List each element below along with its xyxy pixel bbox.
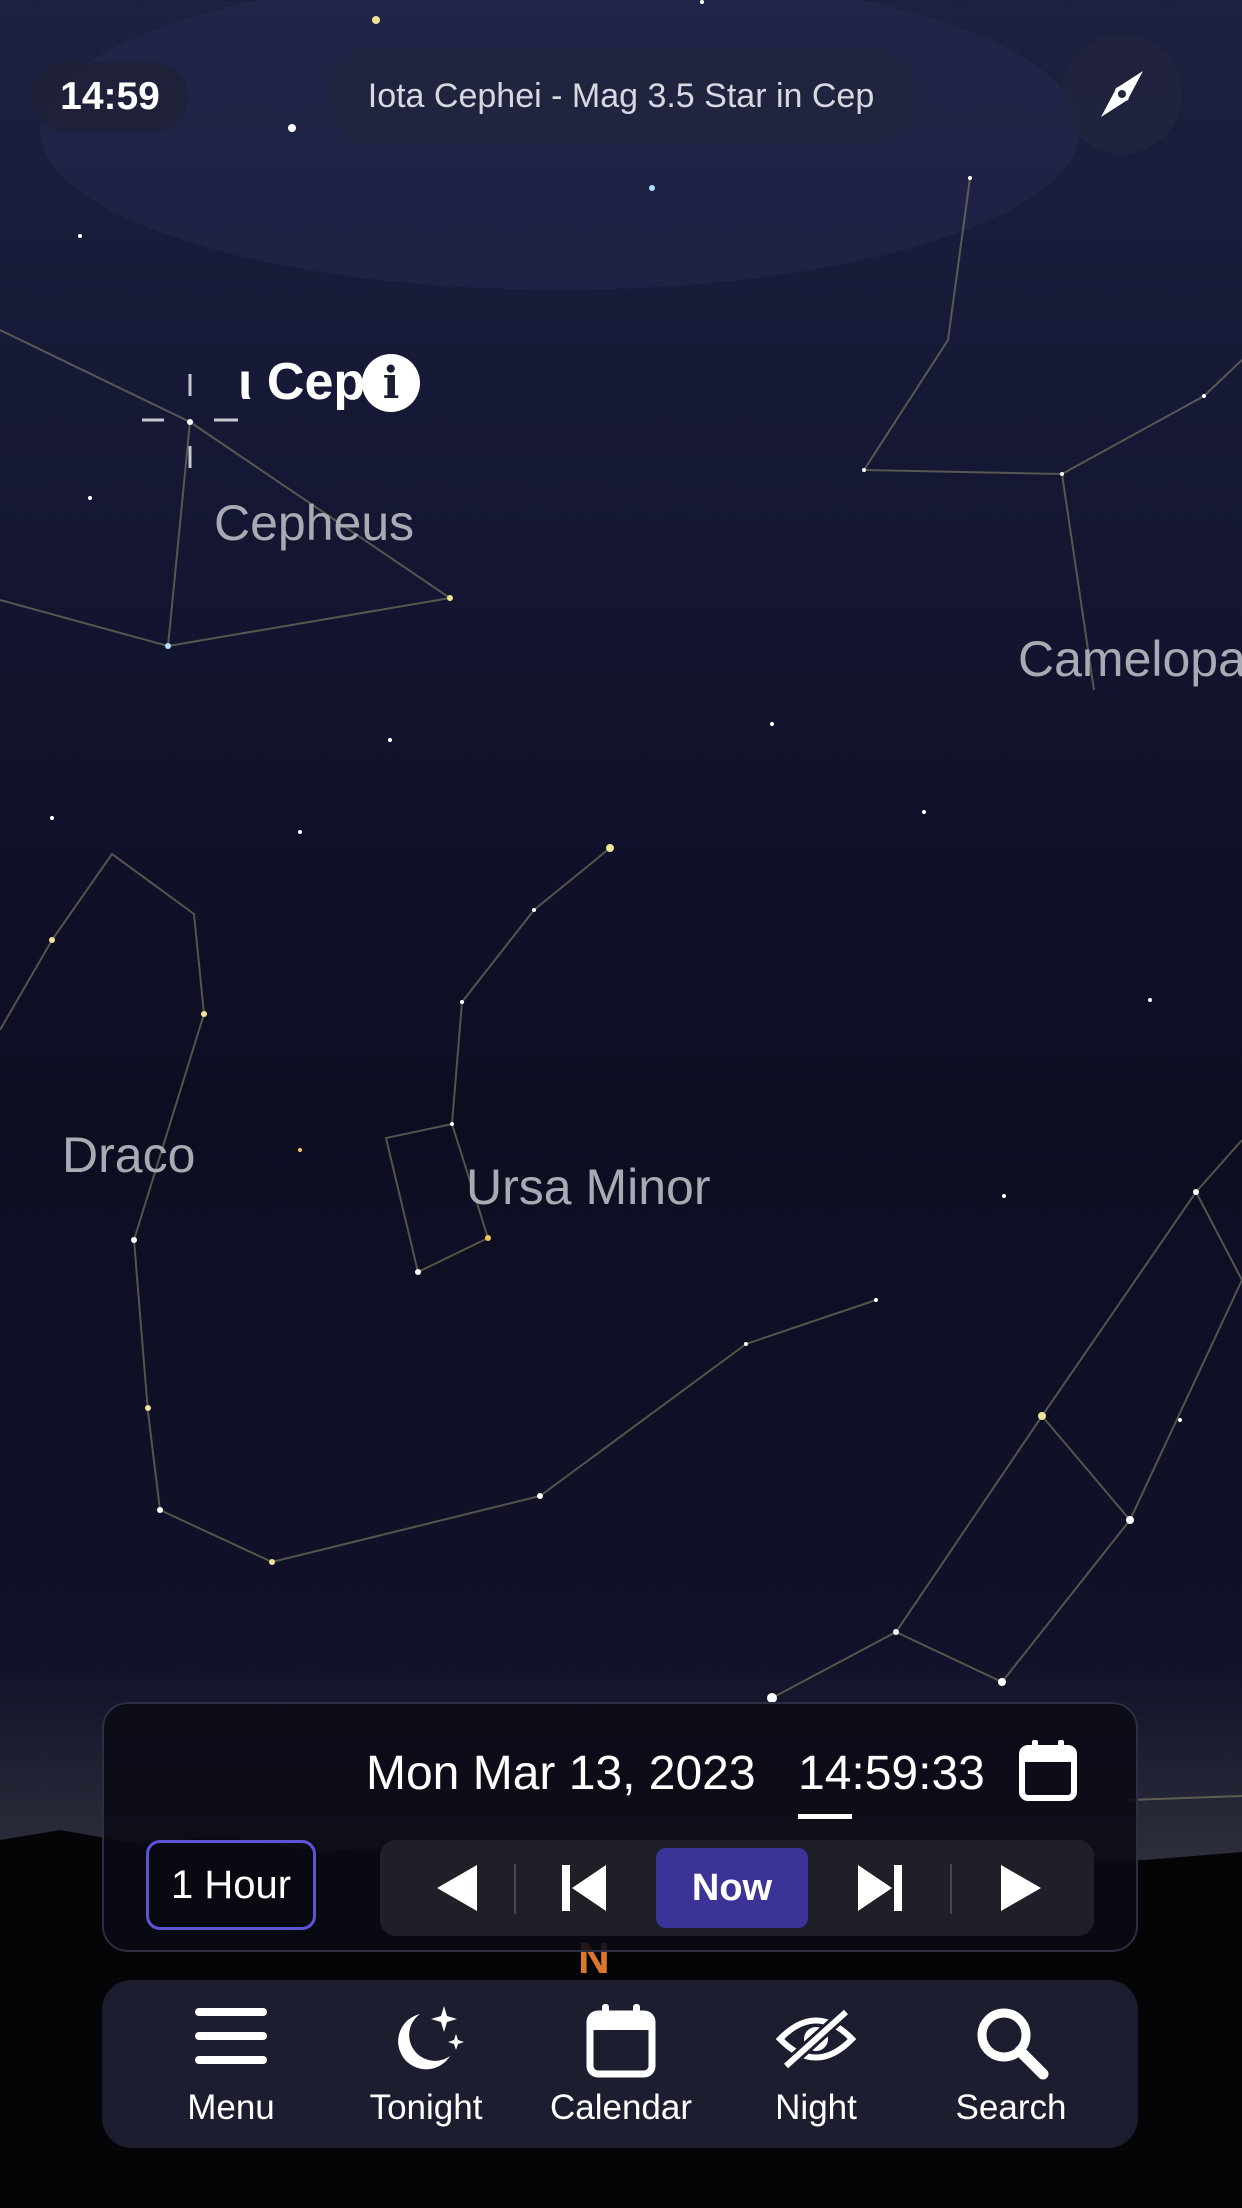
- nav-night[interactable]: Night: [736, 1980, 896, 2148]
- constellation-label-camelopardalis[interactable]: Camelopa: [1018, 631, 1242, 687]
- step-forward-icon: [858, 1865, 902, 1911]
- step-forward-button[interactable]: [824, 1840, 934, 1936]
- play-backward-icon: [437, 1865, 477, 1911]
- moon-stars-icon: [398, 2006, 464, 2070]
- date-display[interactable]: Mon Mar 13, 2023: [366, 1747, 756, 1800]
- play-backward-button[interactable]: [402, 1840, 512, 1936]
- selected-object-status[interactable]: Iota Cephei - Mag 3.5 Star in Cep: [326, 48, 916, 144]
- nav-search-label: Search: [955, 2088, 1067, 2127]
- step-backward-button[interactable]: [530, 1840, 640, 1936]
- nav-menu[interactable]: Menu: [151, 1980, 311, 2148]
- nav-menu-label: Menu: [187, 2088, 275, 2127]
- nav-tonight-label: Tonight: [369, 2088, 483, 2127]
- time-control-panel: Mon Mar 13, 2023 14:59:33 1 Hour Now: [102, 1702, 1138, 1952]
- milky-way-haze: [40, 0, 1080, 290]
- constellation-label-ursa-minor[interactable]: Ursa Minor: [466, 1159, 711, 1215]
- nav-night-label: Night: [775, 2088, 857, 2127]
- time-step-button[interactable]: 1 Hour: [146, 1840, 316, 1930]
- play-forward-icon: [1001, 1865, 1041, 1911]
- nav-tonight[interactable]: Tonight: [346, 1980, 506, 2148]
- compass-button[interactable]: [1062, 34, 1182, 154]
- search-icon: [977, 2008, 1049, 2080]
- current-time: 14:59: [32, 62, 188, 132]
- menu-icon: [195, 2008, 267, 2064]
- selection-reticle: [142, 374, 238, 468]
- info-icon[interactable]: i: [362, 354, 420, 412]
- now-button[interactable]: Now: [656, 1848, 808, 1928]
- calendar-icon: [586, 2004, 656, 2078]
- compass-icon: [1101, 71, 1143, 117]
- selected-star-label[interactable]: ι Cep: [238, 353, 366, 411]
- constellation-lines: [0, 177, 1242, 1801]
- nav-calendar[interactable]: Calendar: [541, 1980, 701, 2148]
- constellation-label-draco[interactable]: Draco: [62, 1127, 196, 1183]
- separator: [950, 1864, 952, 1914]
- time-display[interactable]: 14:59:33: [798, 1747, 985, 1800]
- bottom-navigation: Menu Tonight Calendar Night S: [102, 1980, 1138, 2148]
- play-forward-button[interactable]: [966, 1840, 1076, 1936]
- step-backward-icon: [562, 1865, 606, 1911]
- nav-calendar-label: Calendar: [549, 2088, 693, 2127]
- eye-slash-icon: [776, 2007, 856, 2071]
- time-transport-controls: Now: [380, 1840, 1094, 1936]
- separator: [514, 1864, 516, 1914]
- constellation-label-cepheus[interactable]: Cepheus: [214, 495, 415, 551]
- calendar-icon[interactable]: [1018, 1738, 1078, 1802]
- nav-search[interactable]: Search: [931, 1980, 1091, 2148]
- stars: [49, 0, 1206, 1703]
- time-field-cursor: [798, 1814, 852, 1819]
